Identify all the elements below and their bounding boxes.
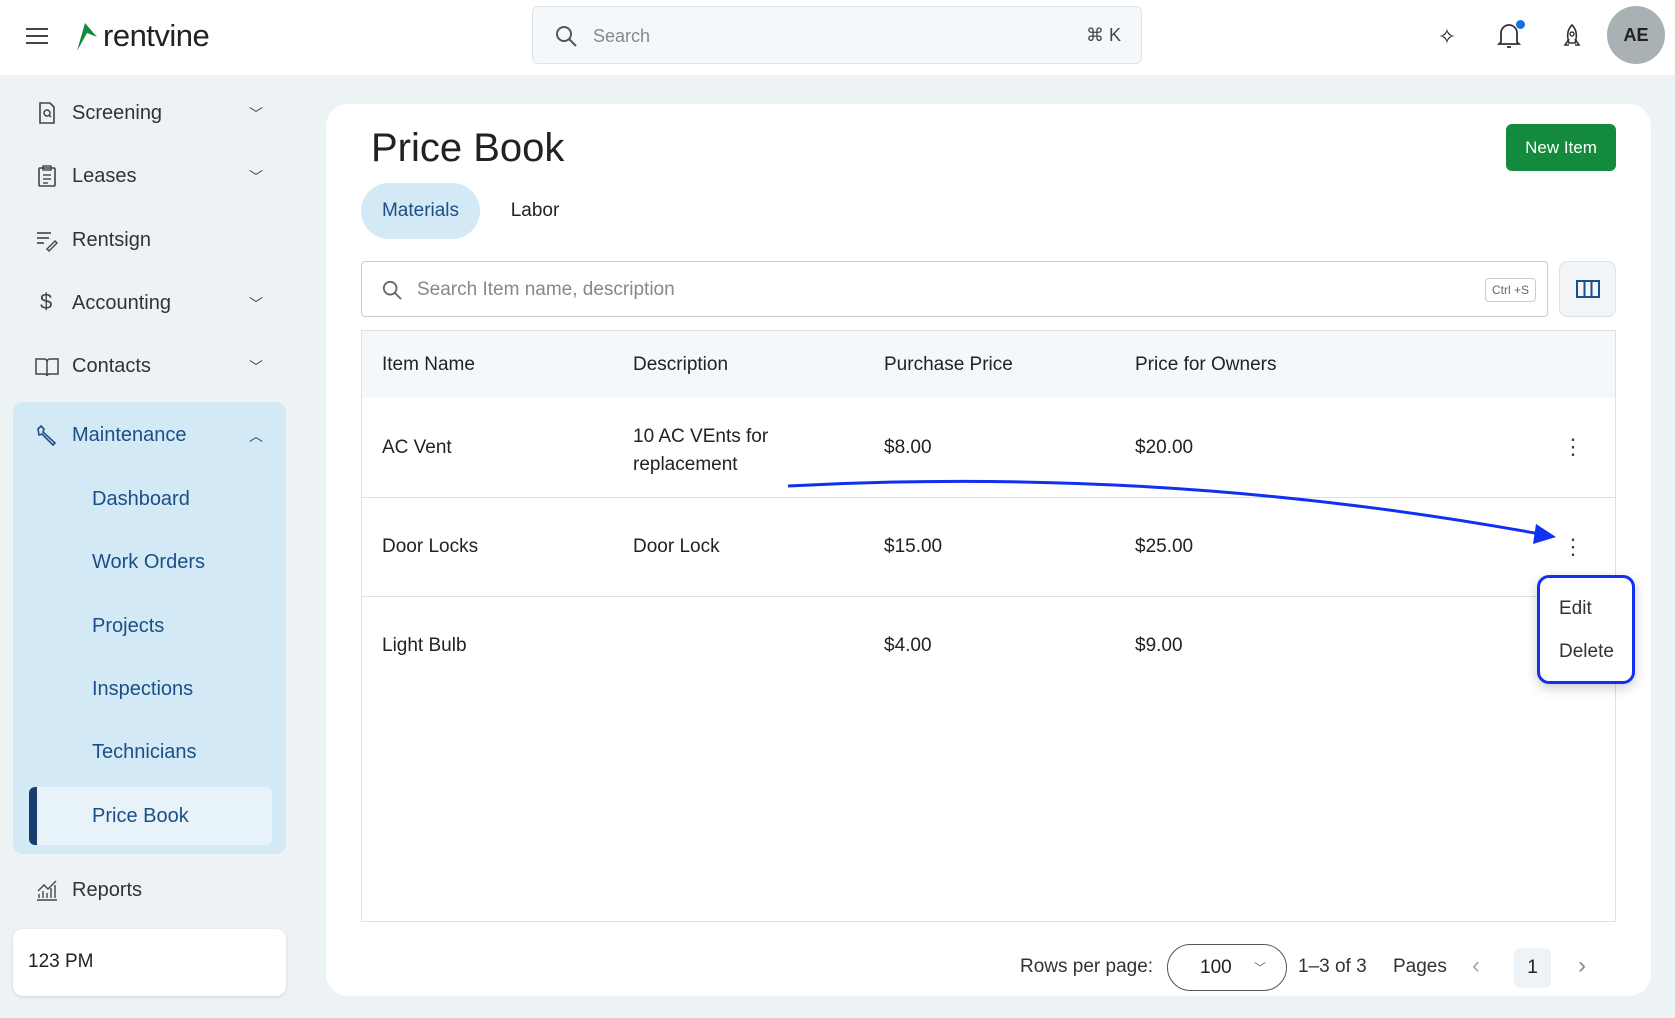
purchase-price: $8.00 [884,437,932,458]
active-indicator [29,787,272,845]
search-placeholder: Search [593,26,651,46]
clipboard-icon [38,165,56,187]
table-row[interactable]: Light Bulb $4.00 $9.00 [362,597,1615,695]
pagination-range: 1–3 of 3 [1298,956,1367,977]
sidebar-item-label: Screening [72,101,163,124]
sidebar-item-label: Accounting [72,291,171,314]
owner-price: $25.00 [1135,536,1194,557]
sidebar-item-label: Maintenance [72,423,187,446]
sparkle-icon[interactable]: ✧ [1437,24,1457,49]
item-description: Door Lock [633,536,720,557]
search-shortcut: Ctrl +S [1484,278,1536,302]
table-header: Item Name Description Purchase Price Pri… [362,331,1615,398]
sidebar-item-label: Rentsign [72,228,151,251]
sidebar-subitem-projects[interactable]: Projects [92,615,165,637]
wrench-icon [37,424,57,447]
purchase-price: $4.00 [884,635,932,656]
chevron-down-icon[interactable]: ﹀ [249,106,263,122]
menu-icon[interactable] [26,28,48,44]
bell-icon[interactable] [1497,22,1521,50]
pages-label: Pages [1393,956,1447,977]
search-shortcut: ⌘ K [1085,25,1121,45]
chevron-down-icon[interactable]: ﹀ [249,359,263,375]
sidebar-subitem-work-orders[interactable]: Work Orders [92,551,205,573]
page-button[interactable]: 1 [1514,948,1551,988]
sidebar-item-leases[interactable]: Leases ﹀ [13,149,286,203]
search-placeholder: Search Item name, description [417,279,675,300]
rows-per-page-select[interactable]: 100 ﹀ [1167,944,1287,991]
new-item-button[interactable]: New Item [1506,124,1616,171]
sidebar-item-reports[interactable]: Reports [13,863,286,917]
owner-price: $9.00 [1135,635,1183,656]
maintenance-group [13,402,286,854]
table-row[interactable]: AC Vent 10 AC VEnts for replacement $8.0… [362,398,1615,498]
item-description: 10 AC VEnts for replacement [633,426,769,475]
column-header-description[interactable]: Description [633,354,729,375]
tab-labor[interactable]: Labor [510,200,560,221]
sidebar-subitem-inspections[interactable]: Inspections [92,678,194,700]
search-icon [556,26,577,47]
sidebar-item-screening[interactable]: Screening ﹀ [13,86,286,140]
notification-dot [1516,20,1525,29]
column-header-purchase-price[interactable]: Purchase Price [884,354,1013,375]
sidebar-item-label: Contacts [72,354,151,377]
avatar-initials: AE [1623,24,1649,45]
item-name: Door Locks [382,536,479,557]
rows-per-page-label: Rows per page: [1020,956,1154,977]
rentvine-leaf-icon [77,23,97,51]
tab-materials[interactable]: Materials [361,183,480,239]
sidebar-subitem-price-book[interactable]: Price Book [92,805,189,827]
rows-per-page-value: 100 [1200,957,1232,978]
price-book-table: Item Name Description Purchase Price Pri… [361,330,1616,922]
table-row[interactable]: Door Locks Door Lock $15.00 $25.00 ⋮ [362,498,1615,597]
sidebar-item-maintenance[interactable]: Maintenance ︿ [13,408,286,462]
chevron-left-icon[interactable]: ‹ [1472,952,1480,979]
sidebar-item-label: Reports [72,878,143,901]
sidebar-item-accounting[interactable]: $ Accounting ﹀ [13,276,286,330]
item-search-input[interactable]: Search Item name, description Ctrl +S [361,261,1548,317]
owner-price: $20.00 [1135,437,1194,458]
footer-text: 123 PM [28,951,94,972]
more-vertical-icon[interactable]: ⋮ [1562,534,1584,559]
global-search-input[interactable]: Search ⌘ K [532,6,1142,64]
sidebar-item-contacts[interactable]: Contacts ﹀ [13,339,286,393]
row-actions-menu: Edit Delete [1537,575,1635,684]
dollar-icon: $ [40,289,53,314]
purchase-price: $15.00 [884,536,943,557]
avatar[interactable]: AE [1607,6,1665,64]
columns-icon [1575,280,1600,298]
sidebar-subitem-dashboard[interactable]: Dashboard [92,488,190,510]
chevron-down-icon[interactable]: ﹀ [249,169,263,185]
sign-icon [37,232,58,252]
current-page: 1 [1527,957,1538,978]
item-name: Light Bulb [382,635,467,656]
screening-icon [39,102,55,124]
chevron-down-icon[interactable]: ﹀ [249,296,263,312]
column-header-price-for-owners[interactable]: Price for Owners [1135,354,1277,375]
item-name: AC Vent [382,437,452,458]
book-icon [35,358,59,377]
more-vertical-icon[interactable]: ⋮ [1562,434,1584,459]
page-title: Price Book [371,126,565,170]
chevron-right-icon[interactable]: › [1578,952,1586,979]
rocket-icon[interactable] [1561,23,1583,49]
sidebar-item-label: Leases [72,164,137,187]
logo[interactable]: rentvine [75,18,210,54]
sidebar-footer[interactable]: 123 PM [13,929,286,996]
main-card [326,104,1651,996]
chevron-down-icon: ﹀ [1254,961,1267,975]
top-header: rentvine Search ⌘ K ✧ AE [0,0,1675,75]
sidebar-item-rentsign[interactable]: Rentsign [13,213,286,267]
search-icon [382,280,402,300]
columns-button[interactable] [1559,261,1616,317]
chevron-up-icon[interactable]: ︿ [249,428,263,444]
menu-item-delete[interactable]: Delete [1559,641,1614,662]
chart-icon [37,880,57,901]
menu-item-edit[interactable]: Edit [1559,598,1592,619]
sidebar-subitem-technicians[interactable]: Technicians [92,741,197,763]
logo-text: rentvine [103,18,210,53]
column-header-item-name[interactable]: Item Name [382,354,475,375]
